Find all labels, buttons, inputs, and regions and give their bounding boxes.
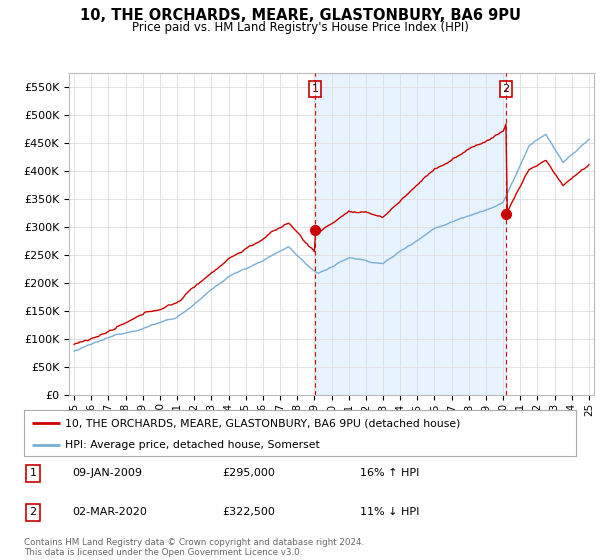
Text: 2: 2 <box>29 507 37 517</box>
Text: 1: 1 <box>311 84 319 94</box>
Text: Price paid vs. HM Land Registry's House Price Index (HPI): Price paid vs. HM Land Registry's House … <box>131 21 469 34</box>
Text: 2: 2 <box>502 84 509 94</box>
Bar <box>315 73 506 395</box>
Text: 10, THE ORCHARDS, MEARE, GLASTONBURY, BA6 9PU (detached house): 10, THE ORCHARDS, MEARE, GLASTONBURY, BA… <box>65 418 461 428</box>
Text: Contains HM Land Registry data © Crown copyright and database right 2024.
This d: Contains HM Land Registry data © Crown c… <box>24 538 364 557</box>
Text: 02-MAR-2020: 02-MAR-2020 <box>72 507 147 517</box>
Text: HPI: Average price, detached house, Somerset: HPI: Average price, detached house, Some… <box>65 440 320 450</box>
Text: £295,000: £295,000 <box>222 468 275 478</box>
Text: £322,500: £322,500 <box>222 507 275 517</box>
Text: 1: 1 <box>29 468 37 478</box>
Text: 16% ↑ HPI: 16% ↑ HPI <box>360 468 419 478</box>
Text: 10, THE ORCHARDS, MEARE, GLASTONBURY, BA6 9PU: 10, THE ORCHARDS, MEARE, GLASTONBURY, BA… <box>79 8 521 24</box>
Text: 11% ↓ HPI: 11% ↓ HPI <box>360 507 419 517</box>
Text: 09-JAN-2009: 09-JAN-2009 <box>72 468 142 478</box>
